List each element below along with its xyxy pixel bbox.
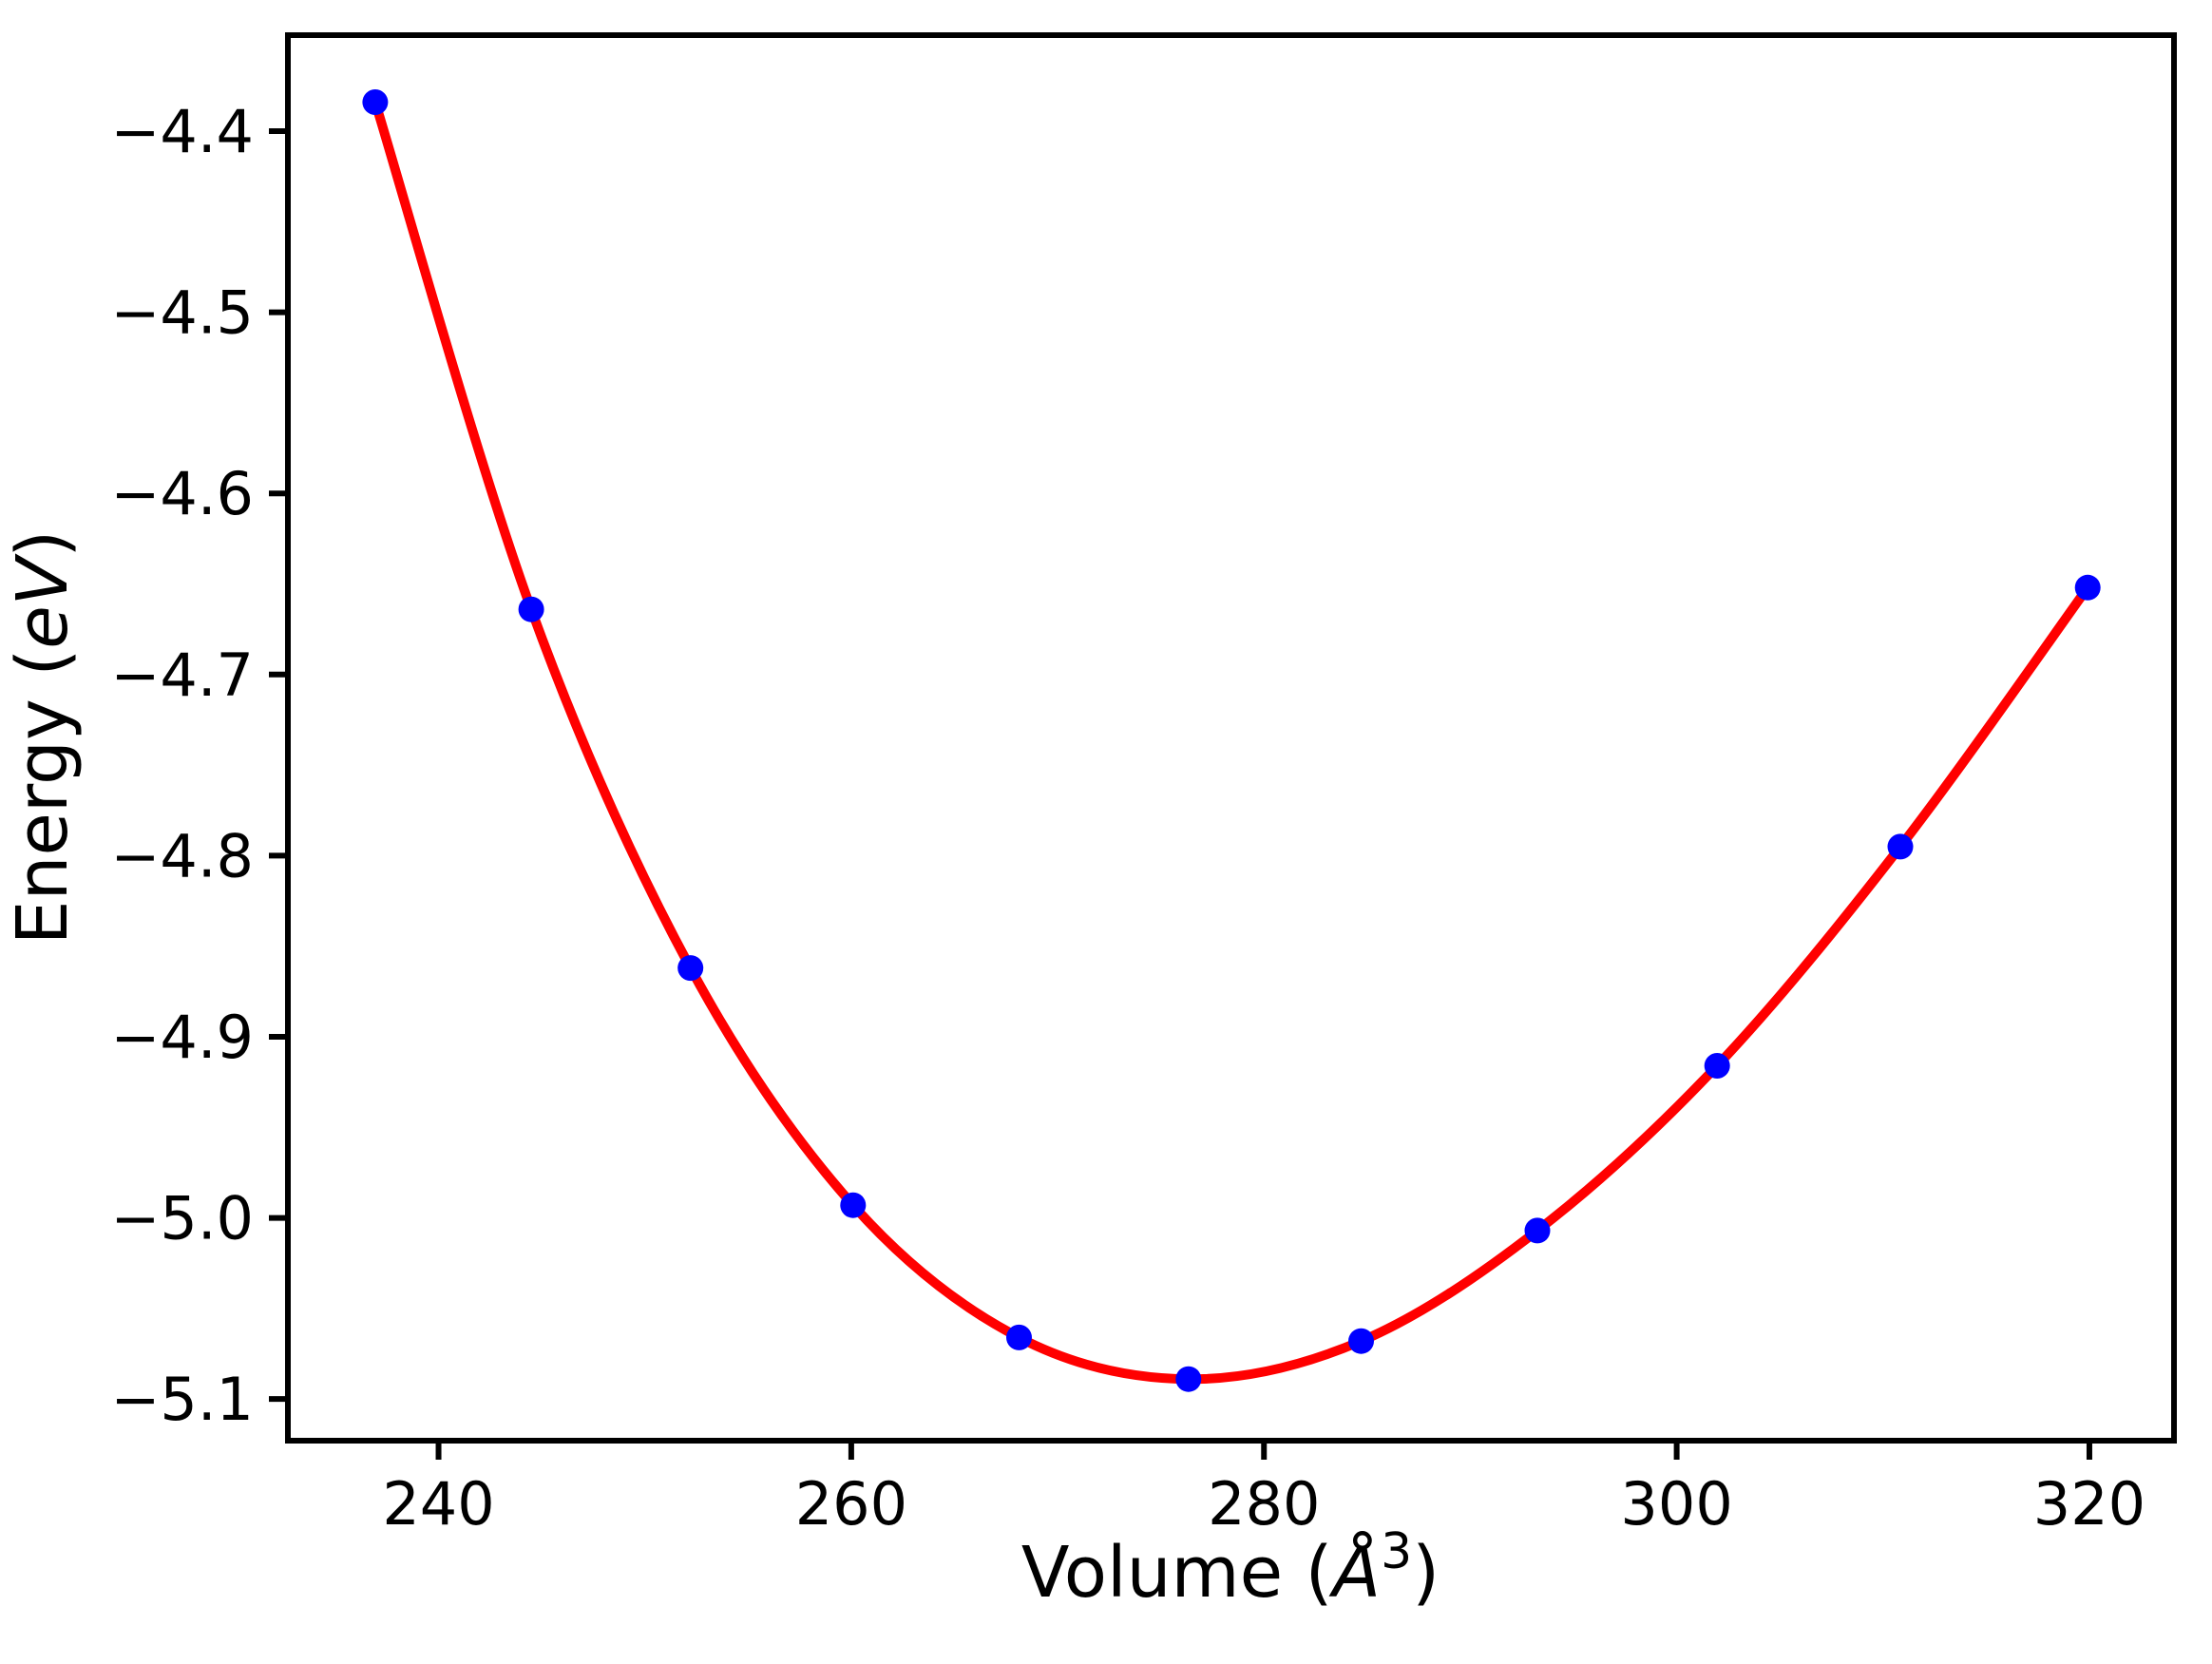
data-point bbox=[1524, 1217, 1551, 1244]
y-tick-label: −4.6 bbox=[110, 459, 254, 528]
plot-area-frame bbox=[285, 32, 2177, 1444]
data-point-markers bbox=[362, 89, 2101, 1392]
x-axis-ticks: 240 260 280 300 320 bbox=[382, 1441, 2145, 1539]
x-axis-label: Volume (Å3) bbox=[1021, 1523, 1440, 1614]
y-axis-ticks: −4.4 −4.5 −4.6 −4.7 −4.8 −4.9 −5.0 −5.1 bbox=[110, 97, 288, 1434]
y-tick-label: −4.4 bbox=[110, 97, 254, 166]
y-tick-label: −4.7 bbox=[110, 641, 254, 710]
y-axis-label: Energy (eV) bbox=[2, 530, 84, 946]
x-tick-label: 240 bbox=[382, 1469, 494, 1539]
data-point bbox=[1006, 1324, 1032, 1350]
x-tick-label: 280 bbox=[1208, 1469, 1320, 1539]
x-tick-label: 260 bbox=[795, 1469, 907, 1539]
data-point bbox=[677, 955, 704, 982]
data-point bbox=[1887, 833, 1914, 860]
y-tick-label: −5.1 bbox=[110, 1365, 254, 1434]
x-tick-label: 300 bbox=[1620, 1469, 1732, 1539]
x-tick-label: 320 bbox=[2033, 1469, 2145, 1539]
data-point bbox=[1348, 1328, 1374, 1354]
fit-curve-line bbox=[370, 97, 2093, 1385]
data-point bbox=[1175, 1366, 1202, 1392]
y-tick-label: −4.9 bbox=[110, 1003, 254, 1072]
y-tick-label: −4.8 bbox=[110, 821, 254, 890]
data-point bbox=[840, 1192, 867, 1218]
data-point bbox=[2074, 574, 2101, 601]
data-point bbox=[518, 596, 544, 622]
y-tick-label: −5.0 bbox=[110, 1184, 254, 1253]
data-point bbox=[1704, 1053, 1730, 1079]
data-point bbox=[362, 89, 389, 115]
y-tick-label: −4.5 bbox=[110, 278, 254, 348]
